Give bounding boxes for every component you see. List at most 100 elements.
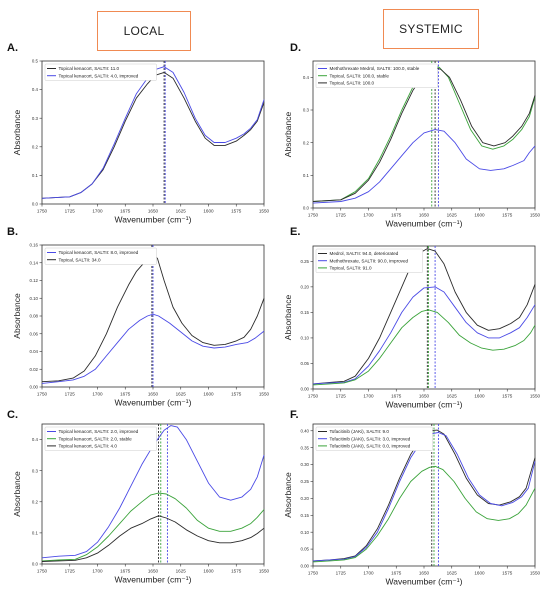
- x-tick-label: 1575: [502, 571, 513, 576]
- legend-entry: Tofacitinib (JAKi), SALTII: 0.0, improve…: [330, 444, 411, 449]
- x-tick-label: 1600: [474, 571, 485, 576]
- legend-box: [315, 426, 433, 451]
- x-axis-label: Wavenumber (cm⁻¹): [386, 577, 463, 587]
- x-tick-label: 1650: [419, 213, 430, 218]
- x-tick-label: 1575: [231, 392, 242, 397]
- y-tick-label: 0.10: [300, 336, 309, 341]
- y-tick-label: 0.3: [32, 468, 39, 473]
- x-axis-label: Wavenumber (cm⁻¹): [386, 400, 463, 410]
- y-axis-label: Absorbance: [12, 293, 22, 339]
- x-tick-label: 1550: [259, 209, 270, 214]
- x-tick-label: 1750: [308, 571, 319, 576]
- x-tick-label: 1725: [336, 213, 347, 218]
- x-tick-label: 1700: [363, 394, 374, 399]
- legend-box: [315, 248, 423, 273]
- legend-entry: Topical, SALTII: 100.0: [330, 81, 375, 86]
- legend-entry: Topical kenacort, SALTII: 11.0: [59, 66, 120, 71]
- x-tick-label: 1650: [148, 209, 159, 214]
- legend-box: [315, 63, 438, 88]
- x-tick-label: 1675: [120, 569, 131, 574]
- x-tick-label: 1650: [148, 392, 159, 397]
- y-tick-label: 0.02: [29, 367, 38, 372]
- y-tick-label: 0.15: [300, 310, 309, 315]
- y-tick-label: 0.1: [32, 173, 39, 178]
- y-tick-label: 0.0: [32, 202, 39, 207]
- x-tick-label: 1675: [120, 392, 131, 397]
- y-tick-label: 0.10: [29, 296, 38, 301]
- y-tick-label: 0.20: [300, 284, 309, 289]
- y-tick-label: 0.04: [29, 349, 38, 354]
- x-tick-label: 1700: [92, 209, 103, 214]
- legend-entry: Tofacitinib (JAKi), SALTII: 9.0: [330, 429, 390, 434]
- x-tick-label: 1600: [474, 394, 485, 399]
- legend-entry: Medrol, SALTII: 94.0, deteriorated: [330, 251, 399, 256]
- plot-area: [41, 60, 265, 205]
- y-tick-label: 0.5: [32, 59, 39, 64]
- x-tick-label: 1675: [120, 209, 131, 214]
- chart-panel-f: 1750 1725 1700 1675 1650 1625 1600 1575 1550 0.00…: [283, 423, 541, 587]
- y-tick-label: 0.20: [300, 496, 309, 501]
- legend-entry: Topical, SALTII: 100.0, stable: [330, 73, 390, 78]
- x-tick-label: 1725: [65, 569, 76, 574]
- x-axis-label: Wavenumber (cm⁻¹): [115, 575, 192, 585]
- y-axis-label: Absorbance: [12, 471, 22, 517]
- chart-panel-e: 1750 1725 1700 1675 1650 1625 1600 1575 1550 0.00…: [283, 245, 541, 410]
- x-tick-label: 1650: [419, 571, 430, 576]
- x-tick-label: 1600: [203, 209, 214, 214]
- x-tick-label: 1550: [530, 571, 541, 576]
- x-tick-label: 1675: [391, 394, 402, 399]
- y-tick-label: 0.4: [32, 87, 39, 92]
- legend-entry: Topical, SALTII: 34.0: [59, 257, 101, 262]
- x-tick-label: 1725: [65, 209, 76, 214]
- x-tick-label: 1625: [176, 209, 187, 214]
- x-tick-label: 1750: [37, 569, 48, 574]
- y-tick-label: 0.1: [303, 173, 310, 178]
- y-tick-label: 0.15: [300, 513, 309, 518]
- legend-entry: Topical kenacort, SALTII: 4.0, improved: [59, 73, 139, 78]
- y-tick-label: 0.16: [29, 243, 38, 248]
- y-tick-label: 0.00: [300, 564, 309, 569]
- y-axis-label: Absorbance: [283, 472, 293, 518]
- legend-entry: Tofacitinib (JAKi), SALTII: 3.0, improve…: [330, 436, 411, 441]
- panel-label: D.: [290, 42, 301, 54]
- legend-entry: Topical kenacort, SALTII: 2.0, improved: [59, 429, 139, 434]
- x-tick-label: 1725: [65, 392, 76, 397]
- series-line: [312, 248, 536, 385]
- y-tick-label: 0.0: [32, 562, 39, 567]
- y-tick-label: 0.08: [29, 314, 38, 319]
- y-tick-label: 0.06: [29, 331, 38, 336]
- y-tick-label: 0.4: [303, 75, 310, 80]
- y-tick-label: 0.2: [32, 499, 39, 504]
- x-tick-label: 1575: [231, 569, 242, 574]
- y-tick-label: 0.1: [32, 530, 39, 535]
- chart-panel-a: 1750 1725 1700 1675 1650 1625 1600 1575 1550 0.0 0…: [12, 59, 270, 225]
- legend-box: [44, 247, 157, 265]
- x-tick-label: 1725: [336, 394, 347, 399]
- x-tick-label: 1600: [474, 213, 485, 218]
- series-line: [312, 67, 536, 202]
- panel-label: A.: [7, 42, 18, 54]
- x-tick-label: 1700: [92, 392, 103, 397]
- y-tick-label: 0.05: [300, 547, 309, 552]
- chart-panel-b: 1750 1725 1700 1675 1650 1625 1600 1575 1550 0.00…: [12, 243, 270, 408]
- x-tick-label: 1650: [148, 569, 159, 574]
- series-line: [312, 286, 536, 385]
- y-tick-label: 0.40: [300, 428, 309, 433]
- legend-entry: Topical kenacort, SALTII: 2.0, stable: [59, 436, 133, 441]
- y-tick-label: 0.10: [300, 530, 309, 535]
- x-axis-label: Wavenumber (cm⁻¹): [386, 219, 463, 229]
- series-line: [312, 432, 536, 562]
- series-line: [41, 515, 265, 562]
- legend-entry: Topical, SALTII: 91.0: [330, 266, 372, 271]
- x-tick-label: 1750: [37, 209, 48, 214]
- panel-label: E.: [290, 226, 301, 238]
- chart-panel-c: 1750 1725 1700 1675 1650 1625 1600 1575 1550 0.0 0…: [12, 423, 270, 585]
- y-tick-label: 0.4: [32, 437, 39, 442]
- x-tick-label: 1575: [231, 209, 242, 214]
- x-tick-label: 1675: [391, 571, 402, 576]
- y-tick-label: 0.25: [300, 479, 309, 484]
- x-tick-label: 1600: [203, 392, 214, 397]
- x-tick-label: 1575: [502, 394, 513, 399]
- x-tick-label: 1550: [530, 213, 541, 218]
- x-tick-label: 1675: [391, 213, 402, 218]
